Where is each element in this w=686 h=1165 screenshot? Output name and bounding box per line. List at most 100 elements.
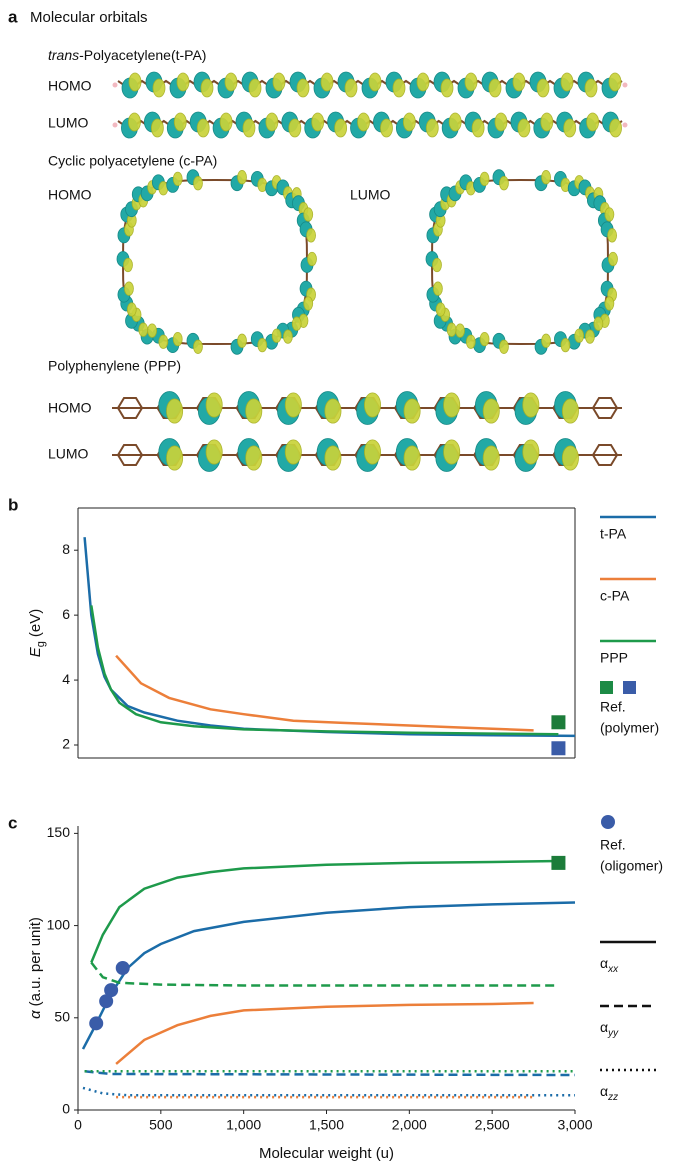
orbital-lobe xyxy=(403,113,415,131)
orbital-lobe xyxy=(325,446,341,470)
orbital-lobe xyxy=(523,440,539,464)
legend-subscript: yy xyxy=(607,1028,619,1039)
orbital-lobe xyxy=(249,79,261,97)
x-tick-label: 2,500 xyxy=(475,1117,510,1133)
orbital-lobe xyxy=(609,252,618,266)
orbital-lobe xyxy=(417,73,429,91)
orbital-lobe xyxy=(483,446,499,470)
orbital-lobe xyxy=(610,119,622,137)
orbital-lobe xyxy=(608,229,617,243)
orbital-lobe xyxy=(542,170,551,184)
orbital-lobe xyxy=(523,393,539,417)
orbital-lobe xyxy=(206,393,222,417)
orbital-lobe xyxy=(466,335,475,349)
section-title: Polyphenylene (PPP) xyxy=(48,358,181,374)
legend-label: Ref. xyxy=(600,837,626,853)
x-tick-label: 3,000 xyxy=(557,1117,592,1133)
orbital-lobe xyxy=(304,297,313,311)
orbital-lobe xyxy=(369,73,381,91)
orbital-lobe xyxy=(238,170,247,184)
orbital-lobe xyxy=(605,297,614,311)
orbital-lobe xyxy=(258,338,267,352)
orbital-lobe xyxy=(456,324,465,338)
ref-marker xyxy=(551,741,565,755)
orbital-lobe xyxy=(404,446,420,470)
orbital-lobe xyxy=(465,73,477,91)
orbital-lobe xyxy=(480,172,489,186)
y-tick-label: 100 xyxy=(47,916,71,932)
orbital-lobe xyxy=(201,79,213,97)
orbital-lobe xyxy=(489,79,501,97)
orbital-label: LUMO xyxy=(350,187,391,203)
y-label-subscript: g xyxy=(35,641,47,647)
legend-subscript: zz xyxy=(607,1092,618,1103)
series-line xyxy=(85,537,575,736)
title-part: -Polyacetylene(t-PA) xyxy=(79,47,206,63)
orbital-lobe xyxy=(380,119,392,137)
orbital-lobe xyxy=(153,79,165,97)
orbital-lobe xyxy=(173,332,182,346)
legend-label: t-PA xyxy=(600,526,627,542)
orbital-lobe xyxy=(151,119,163,137)
orbital-lobe xyxy=(220,113,232,131)
legend-swatch xyxy=(623,681,636,694)
orbital-lobe xyxy=(562,446,578,470)
orbital-lobe xyxy=(225,73,237,91)
x-axis-label: Molecular weight (u) xyxy=(259,1145,394,1162)
orbital-lobe xyxy=(174,113,186,131)
y-tick-label: 6 xyxy=(62,606,70,622)
orbital-lobe xyxy=(499,340,508,354)
orbital-lobe xyxy=(285,393,301,417)
orbital-illustrations xyxy=(112,72,628,472)
orbital-lobe xyxy=(436,303,445,317)
orbital-lobe xyxy=(585,79,597,97)
orbital-lobe xyxy=(285,440,301,464)
orbital-lobe xyxy=(594,317,603,331)
orbital-lobe xyxy=(449,113,461,131)
orbital-lobe xyxy=(166,399,182,423)
orbital-lobe xyxy=(561,73,573,91)
orbital-lobe xyxy=(541,113,553,131)
orbital-lobe xyxy=(127,303,136,317)
section-title: trans-Polyacetylene(t-PA) xyxy=(48,47,206,63)
x-tick-label: 0 xyxy=(74,1117,82,1133)
legend-label: αzz xyxy=(600,1083,618,1103)
orbital-lobe xyxy=(312,113,324,131)
orbital-lobe xyxy=(124,258,133,272)
ref-marker xyxy=(104,983,118,997)
x-tick-label: 1,500 xyxy=(309,1117,344,1133)
legend-swatch xyxy=(600,681,613,694)
orbital-lobe xyxy=(513,73,525,91)
orbital-lobe xyxy=(206,440,222,464)
orbital-lobe xyxy=(433,282,442,296)
orbital-lobe xyxy=(393,79,405,97)
y-tick-label: 2 xyxy=(62,736,70,752)
orbital-lobe xyxy=(472,119,484,137)
orbital-lobe xyxy=(128,113,140,131)
orbital-lobe xyxy=(173,172,182,186)
ref-marker xyxy=(89,1016,103,1030)
orbital-lobe xyxy=(495,113,507,131)
orbital-lobe xyxy=(542,334,551,348)
orbital-lobe xyxy=(564,119,576,137)
y-label-symbol: α xyxy=(27,1010,44,1019)
y-tick-label: 8 xyxy=(62,541,70,557)
y-tick-label: 150 xyxy=(47,824,71,840)
orbital-lobe xyxy=(272,329,281,343)
panel-title: Molecular orbitals xyxy=(30,9,148,26)
orbital-lobe xyxy=(562,399,578,423)
backbone xyxy=(432,180,608,344)
orbital-lobe xyxy=(605,208,614,222)
page: a Molecular orbitals trans-Polyacetylene… xyxy=(0,0,686,1165)
orbital-lobe xyxy=(139,323,148,337)
legend-symbol: α xyxy=(600,1083,608,1099)
orbital-lobe xyxy=(243,119,255,137)
legend-symbol: α xyxy=(600,955,608,971)
panel-letter: c xyxy=(8,813,17,832)
y-tick-label: 50 xyxy=(54,1008,70,1024)
orbital-lobe xyxy=(518,119,530,137)
ref-marker xyxy=(551,715,565,729)
orbital-lobe xyxy=(297,79,309,97)
y-axis-label: α(a.u. per unit) xyxy=(27,917,44,1019)
orbital-lobe xyxy=(177,73,189,91)
